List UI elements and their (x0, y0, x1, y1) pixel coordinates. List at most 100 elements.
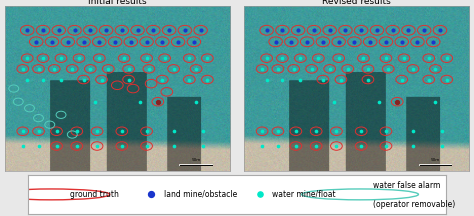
Point (68, 67, 76, 71)
Point (429, 40, 437, 43)
Point (80, 78, 87, 81)
Point (443, 56, 450, 60)
Point (333, 144, 340, 148)
Point (292, 144, 300, 148)
Point (366, 40, 374, 43)
Point (384, 67, 392, 71)
Point (19, 130, 27, 133)
Point (53, 130, 60, 133)
Point (185, 56, 193, 60)
Point (326, 67, 334, 71)
Point (398, 40, 406, 43)
Point (393, 100, 401, 103)
Point (51, 67, 58, 71)
Point (165, 29, 173, 32)
Point (263, 78, 270, 81)
Point (203, 56, 211, 60)
Text: (operator removable): (operator removable) (373, 200, 455, 209)
Point (120, 56, 128, 60)
Point (344, 67, 351, 71)
Point (197, 29, 204, 32)
Point (436, 29, 444, 32)
Point (73, 144, 81, 148)
Point (258, 67, 266, 71)
Point (24, 78, 31, 81)
Point (143, 130, 150, 133)
Text: 50m: 50m (431, 158, 440, 162)
Point (315, 56, 322, 60)
Point (170, 130, 177, 133)
Point (357, 144, 365, 148)
Point (53, 144, 60, 148)
Point (292, 130, 300, 133)
Point (425, 56, 432, 60)
Title: Initial results: Initial results (88, 0, 146, 6)
Point (86, 67, 94, 71)
Point (443, 78, 450, 81)
Text: water mine/float: water mine/float (273, 190, 336, 199)
Point (192, 67, 200, 71)
Point (95, 56, 103, 60)
Point (24, 29, 31, 32)
Point (274, 144, 282, 148)
Point (319, 78, 327, 81)
Point (409, 144, 417, 148)
Point (438, 130, 446, 133)
Point (258, 144, 266, 148)
Point (71, 29, 78, 32)
Point (93, 144, 101, 148)
Point (136, 100, 144, 103)
Point (39, 78, 47, 81)
Point (438, 144, 446, 148)
Point (357, 29, 365, 32)
Point (158, 78, 166, 81)
Point (75, 56, 83, 60)
Point (425, 78, 432, 81)
Point (127, 40, 135, 43)
Point (357, 130, 365, 133)
Point (39, 56, 47, 60)
Point (432, 67, 439, 71)
Point (57, 56, 65, 60)
Point (256, 193, 264, 196)
Point (279, 56, 286, 60)
Point (73, 130, 81, 133)
Point (420, 29, 428, 32)
Point (405, 29, 412, 32)
Point (48, 40, 56, 43)
Point (32, 40, 40, 43)
Point (382, 130, 390, 133)
Point (330, 100, 338, 103)
Point (342, 29, 349, 32)
Point (174, 40, 182, 43)
Point (409, 130, 417, 133)
Point (125, 67, 132, 71)
Point (199, 144, 207, 148)
Point (272, 40, 280, 43)
Point (337, 78, 345, 81)
Point (382, 40, 390, 43)
Point (297, 78, 304, 81)
Point (297, 56, 304, 60)
Point (125, 78, 132, 81)
Point (149, 29, 157, 32)
Point (263, 56, 270, 60)
Point (389, 29, 396, 32)
Point (294, 29, 302, 32)
Point (199, 130, 207, 133)
Point (274, 67, 282, 71)
Text: water false alarm: water false alarm (373, 181, 440, 190)
Point (335, 40, 342, 43)
Point (39, 29, 47, 32)
Point (19, 144, 27, 148)
Point (95, 40, 103, 43)
Point (308, 67, 316, 71)
Point (375, 100, 383, 103)
Point (303, 40, 311, 43)
Point (192, 100, 200, 103)
Point (414, 40, 421, 43)
Point (35, 67, 42, 71)
Point (145, 67, 153, 71)
Point (279, 29, 286, 32)
Text: 50m: 50m (191, 158, 201, 162)
